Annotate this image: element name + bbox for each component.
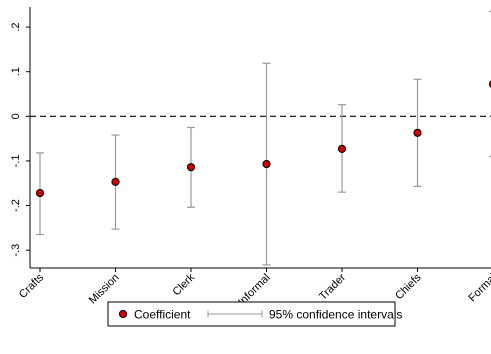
y-tick-label: -.3 bbox=[10, 244, 22, 257]
y-tick-label: -.2 bbox=[10, 199, 22, 212]
coefficient-point bbox=[186, 163, 196, 172]
legend-ci-label: 95% confidence intervals bbox=[269, 308, 402, 322]
coefficient-point bbox=[111, 177, 120, 186]
coefficient-point bbox=[337, 144, 347, 153]
legend-coefficient-marker bbox=[118, 309, 128, 319]
y-tick-label: -.1 bbox=[10, 155, 22, 168]
legend: Coefficient 95% confidence intervals bbox=[107, 301, 402, 327]
coefficient-point bbox=[35, 188, 45, 198]
y-tick-label: 0 bbox=[10, 113, 22, 119]
coefficient-point bbox=[262, 159, 271, 169]
y-tick-label: .1 bbox=[10, 67, 22, 76]
y-tick-label: .2 bbox=[10, 22, 22, 31]
legend-coefficient-label: Coefficient bbox=[134, 308, 191, 322]
coefficient-point bbox=[413, 128, 422, 137]
